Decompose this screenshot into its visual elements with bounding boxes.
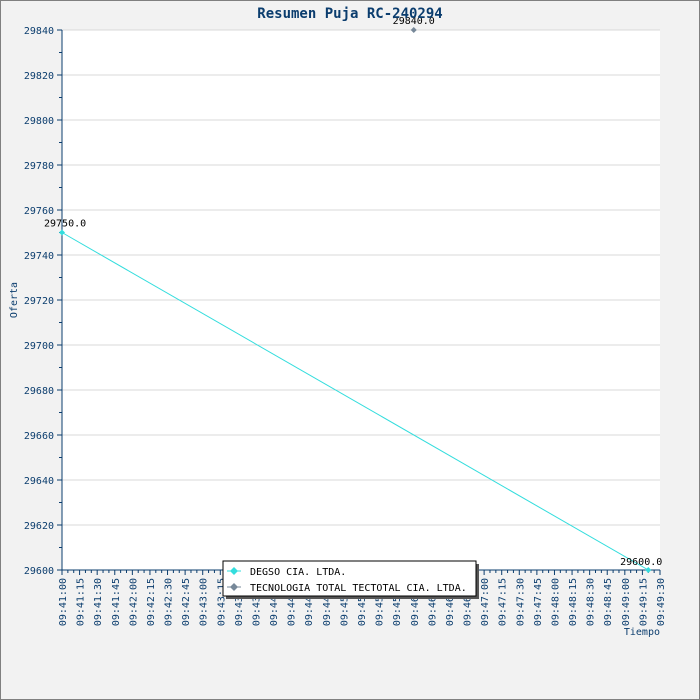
- legend-entry-label: TECNOLOGIA TOTAL TECTOTAL CIA. LTDA.: [250, 583, 467, 594]
- x-tick-label: 09:42:00: [128, 578, 139, 626]
- x-tick-label: 09:44:30: [304, 578, 315, 626]
- data-point-marker: [59, 229, 65, 236]
- y-tick-label: 29760: [24, 206, 54, 217]
- x-tick-label: 09:41:30: [93, 578, 104, 626]
- x-tick-label: 09:49:00: [621, 578, 632, 626]
- x-tick-label: 09:44:00: [269, 578, 280, 626]
- x-tick-label: 09:45:30: [375, 578, 386, 626]
- series-1: 29750.0 29600.0: [44, 219, 662, 573]
- y-tick-label: 29620: [24, 521, 54, 532]
- data-point-marker: [410, 27, 417, 33]
- y-tick-label: 29820: [24, 71, 54, 82]
- x-tick-label: 09:47:00: [480, 578, 491, 626]
- x-tick-label: 09:42:30: [164, 578, 175, 626]
- data-label: 29600.0: [620, 557, 662, 568]
- x-tick-label: 09:48:30: [586, 578, 597, 626]
- x-tick-label: 09:41:45: [111, 578, 122, 626]
- legend: DEGSO CIA. LTDA. TECNOLOGIA TOTAL TECTOTA…: [222, 560, 479, 599]
- x-tick-label: 09:46:15: [427, 578, 438, 626]
- y-tick-label: 29720: [24, 296, 54, 307]
- series-2: 29840.0: [393, 16, 435, 33]
- x-tick-label: 09:46:30: [445, 578, 456, 626]
- y-tick-label: 29680: [24, 386, 54, 397]
- y-tick-label: 29640: [24, 476, 54, 487]
- x-tick-label: 09:46:00: [410, 578, 421, 626]
- y-tick-label: 29780: [24, 161, 54, 172]
- x-tick-label: 09:45:15: [357, 578, 368, 626]
- x-tick-label: 09:43:15: [216, 578, 227, 626]
- x-tick-label: 09:49:15: [638, 578, 649, 626]
- y-tick-label: 29700: [24, 341, 54, 352]
- x-tick-label: 09:49:30: [656, 578, 667, 626]
- x-tick-label: 09:43:45: [251, 578, 262, 626]
- x-tick-label: 09:45:00: [339, 578, 350, 626]
- x-tick-label: 09:45:45: [392, 578, 403, 626]
- x-tick-label: 09:43:00: [199, 578, 210, 626]
- y-tick-label: 29600: [24, 566, 54, 577]
- legend-entry-label: DEGSO CIA. LTDA.: [250, 567, 346, 578]
- x-axis-label: Tiempo: [624, 627, 660, 638]
- series-line: [61, 232, 649, 571]
- x-tick-label: 09:48:00: [550, 578, 561, 626]
- y-tick-label: 29800: [24, 116, 54, 127]
- data-point-marker: [645, 567, 652, 573]
- x-tick-label: 09:41:15: [76, 578, 87, 626]
- x-tick-label: 09:48:15: [568, 578, 579, 626]
- axes: 29600 29620 29640 29660 29680 29700 29720 29740…: [24, 26, 667, 626]
- x-tick-label: 09:41:00: [58, 578, 69, 626]
- series-layer: 29750.0 29600.0 29840.0: [44, 16, 662, 573]
- x-tick-label: 09:42:15: [146, 578, 157, 626]
- legend-marker: [230, 583, 238, 591]
- data-label: 29840.0: [393, 16, 435, 27]
- y-tick-label: 29840: [24, 26, 54, 37]
- x-tick-label: 09:47:15: [498, 578, 509, 626]
- x-tick-label: 09:47:45: [533, 578, 544, 626]
- x-tick-label: 09:43:30: [234, 578, 245, 626]
- x-tick-label: 09:44:15: [287, 578, 298, 626]
- x-tick-label: 09:44:45: [322, 578, 333, 626]
- y-axis-label: Oferta: [9, 282, 20, 318]
- chart-title: Resumen Puja RC-240294: [257, 6, 442, 22]
- grid-lines: [62, 29, 660, 571]
- legend-marker: [230, 567, 238, 575]
- y-tick-label: 29660: [24, 431, 54, 442]
- x-tick-label: 09:48:45: [603, 578, 614, 626]
- legend-box: [222, 560, 477, 597]
- y-tick-label: 29740: [24, 251, 54, 262]
- data-label: 29750.0: [44, 219, 86, 230]
- x-tick-label: 09:46:45: [463, 578, 474, 626]
- x-tick-label: 09:47:30: [515, 578, 526, 626]
- x-tick-label: 09:42:45: [181, 578, 192, 626]
